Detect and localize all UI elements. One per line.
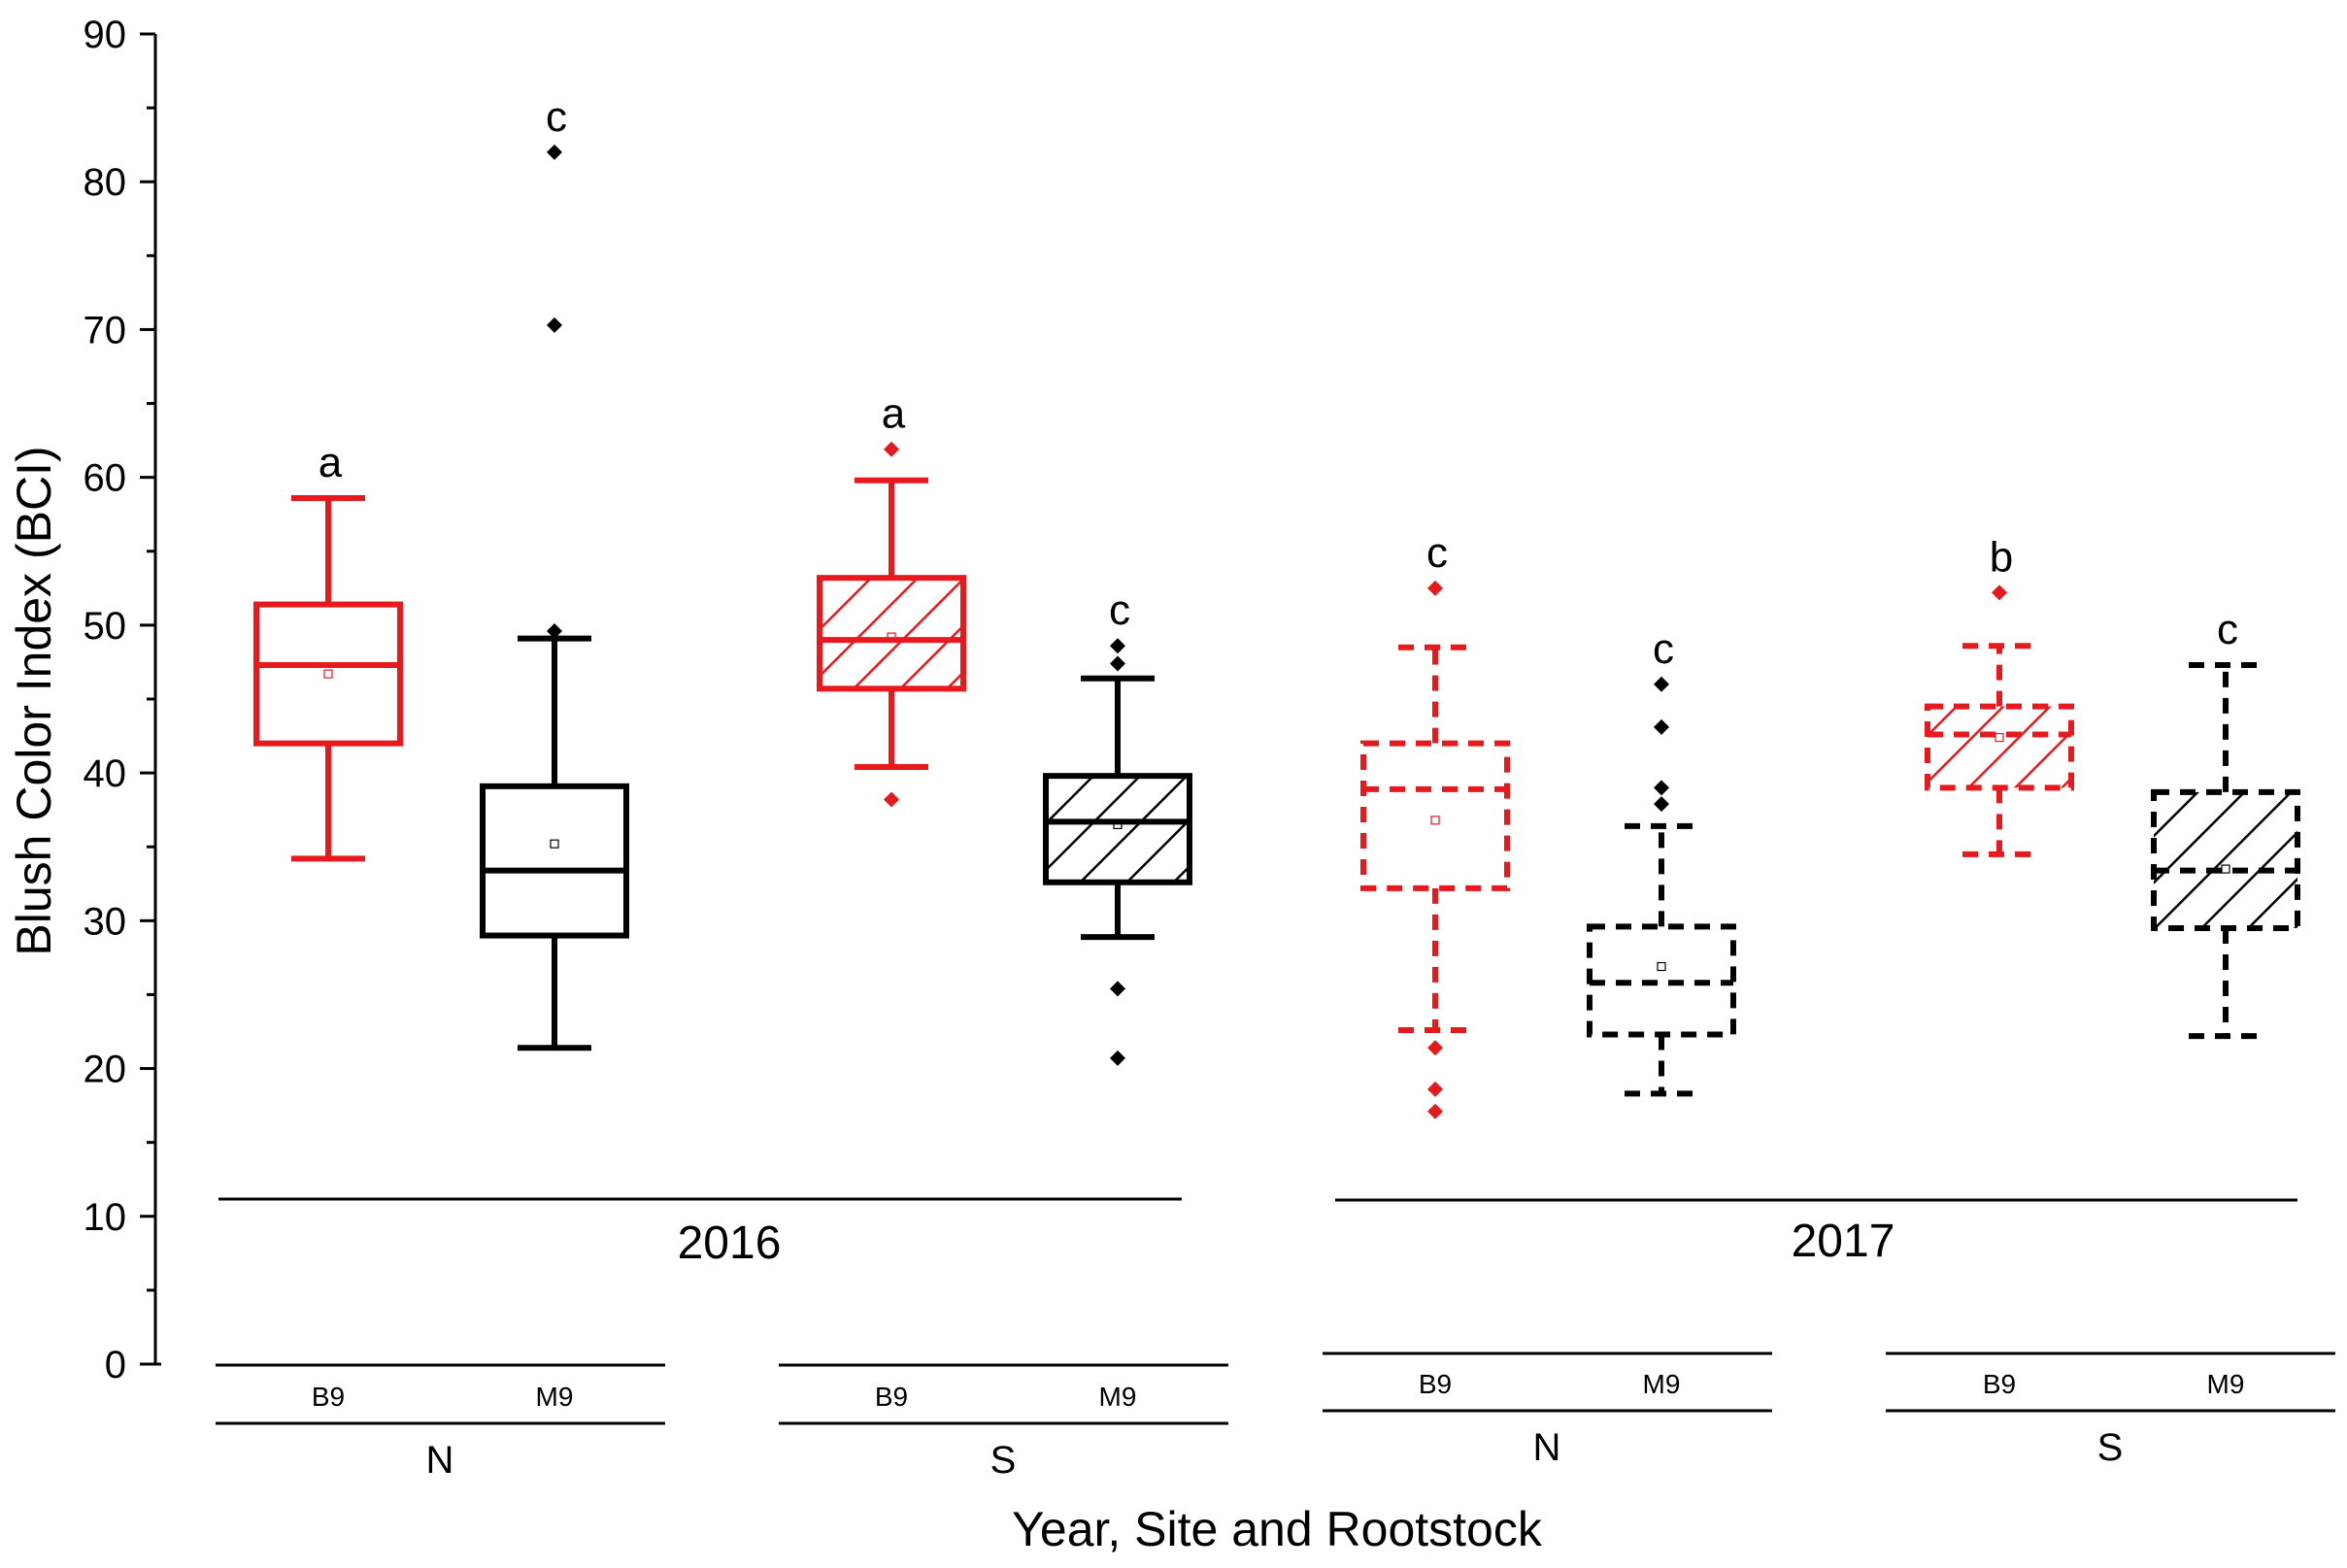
rootstock-label: M9 — [536, 1382, 574, 1412]
y-axis-title: Blush Color Index (BCI) — [7, 446, 61, 955]
iqr-box — [2151, 788, 2300, 931]
outlier-point — [884, 441, 899, 457]
outlier-point — [547, 622, 562, 639]
box-2017-N-M9: c — [1587, 625, 1736, 1097]
box-2016-N-M9: c — [480, 93, 629, 1051]
significance-letter: c — [1109, 586, 1130, 634]
significance-letter: c — [1426, 529, 1448, 577]
outlier-point — [884, 791, 899, 808]
outlier-point — [1110, 638, 1125, 654]
box-2016-N-B9: a — [253, 439, 403, 862]
y-tick-label: 70 — [84, 309, 127, 351]
mean-marker — [2221, 864, 2230, 874]
outlier-point — [1427, 1103, 1443, 1119]
rootstock-label: B9 — [312, 1382, 345, 1412]
significance-letter: c — [546, 93, 567, 141]
box-2016-S-B9: a — [817, 390, 966, 808]
outlier-point — [1654, 780, 1669, 796]
rootstock-label: B9 — [1983, 1369, 2016, 1399]
outlier-point — [1992, 584, 2007, 601]
y-tick-label: 20 — [84, 1049, 127, 1091]
significance-letter: a — [882, 390, 906, 438]
outlier-point — [1427, 1081, 1443, 1097]
year-label: 2016 — [678, 1218, 782, 1269]
mean-marker — [323, 669, 333, 679]
outlier-point — [1654, 796, 1669, 813]
box-2016-S-M9: c — [1043, 586, 1192, 1066]
box-series: a c a c c c b c — [253, 93, 2300, 1119]
mean-marker — [887, 632, 896, 642]
y-tick-label: 50 — [84, 605, 127, 648]
x-axis-category-tiers: 2016 2017 B9 M9 N B9 M9 S B9 M9 N B9 M9 S — [216, 1197, 2335, 1482]
y-axis: 0 10 20 30 40 50 60 70 80 90 — [84, 14, 161, 1386]
outlier-point — [1110, 655, 1125, 672]
mean-marker — [1430, 816, 1440, 825]
significance-letter: c — [2217, 606, 2238, 653]
y-tick-label: 90 — [84, 14, 127, 56]
outlier-point — [1654, 718, 1669, 735]
y-tick-label: 30 — [84, 900, 127, 943]
year-label: 2017 — [1792, 1216, 1895, 1267]
site-label: S — [2097, 1426, 2124, 1469]
mean-marker — [1113, 819, 1123, 829]
iqr-box — [1587, 923, 1736, 1038]
iqr-box — [480, 783, 629, 939]
outlier-point — [1110, 981, 1125, 997]
y-tick-label: 0 — [105, 1344, 126, 1386]
outlier-point — [1654, 676, 1669, 692]
significance-letter: a — [319, 439, 343, 486]
outlier-point — [1110, 1050, 1125, 1066]
rootstock-label: M9 — [1099, 1382, 1137, 1412]
box-2017-N-B9: c — [1360, 529, 1510, 1119]
rootstock-label: B9 — [875, 1382, 908, 1412]
rootstock-label: M9 — [1643, 1369, 1681, 1399]
mean-marker — [550, 839, 559, 849]
outlier-point — [1427, 580, 1443, 596]
iqr-box — [253, 601, 403, 747]
rootstock-label: M9 — [2207, 1369, 2245, 1399]
site-label: N — [426, 1439, 454, 1482]
outlier-point — [547, 317, 562, 333]
significance-letter: b — [1990, 533, 2013, 581]
significance-letter: c — [1653, 625, 1674, 673]
outlier-point — [1427, 1040, 1443, 1056]
mean-marker — [1995, 732, 2004, 743]
rootstock-label: B9 — [1419, 1369, 1452, 1399]
y-tick-label: 80 — [84, 161, 127, 204]
box-2017-S-M9: c — [2151, 606, 2300, 1040]
y-tick-label: 60 — [84, 457, 127, 500]
site-label: S — [990, 1439, 1017, 1482]
y-tick-label: 40 — [84, 752, 127, 795]
y-tick-label: 10 — [84, 1196, 127, 1239]
mean-marker — [1657, 961, 1666, 972]
x-axis-title: Year, Site and Rootstock — [1012, 1502, 1543, 1556]
outlier-point — [547, 144, 562, 160]
box-2017-S-B9: b — [1925, 533, 2074, 857]
site-label: N — [1533, 1426, 1561, 1469]
iqr-box — [1925, 703, 2074, 791]
